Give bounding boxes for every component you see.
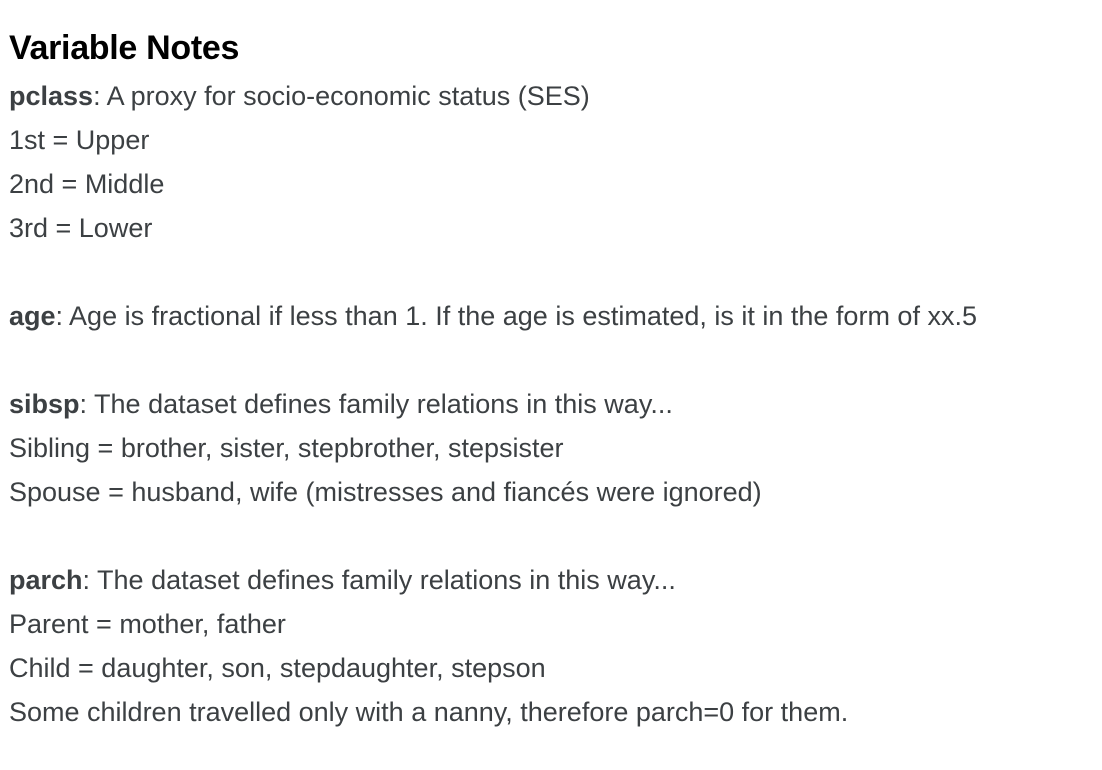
note-pclass: pclass: A proxy for socio-economic statu…	[9, 74, 1099, 250]
note-term: parch	[9, 565, 83, 595]
note-detail-line: 1st = Upper	[9, 125, 150, 155]
note-detail-line: Parent = mother, father	[9, 609, 286, 639]
note-detail-line: Sibling = brother, sister, stepbrother, …	[9, 433, 564, 463]
note-description: : The dataset defines family relations i…	[82, 565, 676, 595]
note-parch: parch: The dataset defines family relati…	[9, 558, 1099, 734]
note-age: age: Age is fractional if less than 1. I…	[9, 294, 1099, 338]
variable-notes-document: Variable Notes pclass: A proxy for socio…	[9, 0, 1099, 734]
note-header: sibsp: The dataset defines family relati…	[9, 382, 1099, 426]
note-sibsp: sibsp: The dataset defines family relati…	[9, 382, 1099, 514]
note-detail-line: Child = daughter, son, stepdaughter, ste…	[9, 653, 546, 683]
note-term: sibsp	[9, 389, 80, 419]
note-header: parch: The dataset defines family relati…	[9, 558, 1099, 602]
note-description: : Age is fractional if less than 1. If t…	[55, 301, 977, 331]
note-detail-line: 3rd = Lower	[9, 213, 153, 243]
note-detail-line: 2nd = Middle	[9, 169, 165, 199]
note-header: age: Age is fractional if less than 1. I…	[9, 294, 1099, 338]
page-title: Variable Notes	[9, 29, 240, 67]
note-detail-line: Some children travelled only with a nann…	[9, 697, 849, 727]
note-description: : The dataset defines family relations i…	[79, 389, 673, 419]
note-description: : A proxy for socio-economic status (SES…	[93, 81, 590, 111]
note-term: pclass	[9, 81, 94, 111]
note-header: pclass: A proxy for socio-economic statu…	[9, 74, 1099, 118]
note-detail-line: Spouse = husband, wife (mistresses and f…	[9, 477, 762, 507]
note-term: age	[9, 301, 56, 331]
